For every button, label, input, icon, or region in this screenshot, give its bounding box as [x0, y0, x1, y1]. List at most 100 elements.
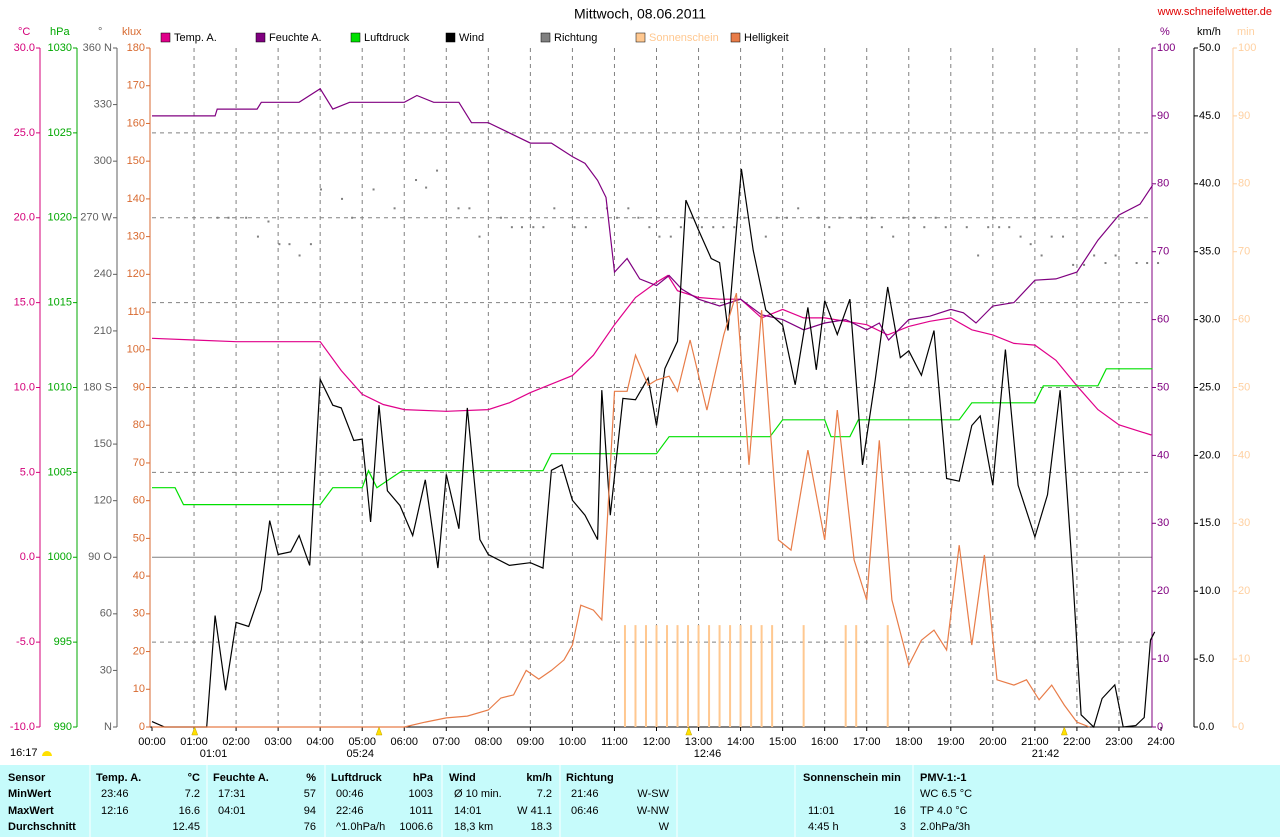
direction-dot	[341, 197, 344, 200]
table-cell: Ø 10 min.	[454, 788, 502, 800]
annotation: 05:24	[346, 748, 374, 760]
direction-dot	[457, 207, 460, 210]
x-tick-label: 11:00	[601, 736, 628, 748]
table-cell: 57	[304, 788, 316, 800]
direction-dot	[553, 207, 556, 210]
direction-dot	[499, 216, 502, 219]
y-tick-label: 300	[94, 155, 112, 167]
sun-icon	[42, 751, 52, 756]
y-tick-label: 10	[1238, 653, 1250, 665]
table-header: Feuchte A.	[213, 772, 269, 784]
time-marker	[685, 726, 693, 736]
y-tick-label: 40	[1157, 449, 1169, 461]
table-header: Luftdruck	[331, 772, 383, 784]
direction-dot	[679, 226, 682, 229]
direction-dot	[615, 216, 618, 219]
axis-label: min	[1237, 26, 1255, 38]
y-tick-label: 80	[133, 419, 145, 431]
table-cell: W 41.1	[517, 805, 552, 817]
axis-label: km/h	[1197, 26, 1221, 38]
direction-dot	[520, 226, 523, 229]
direction-dot	[468, 207, 471, 210]
direction-dot	[1093, 254, 1096, 257]
y-tick-label: 20.0	[1199, 449, 1220, 461]
direction-dot	[880, 226, 883, 229]
direction-dot	[573, 226, 576, 229]
direction-dot	[1146, 262, 1149, 265]
direction-dot	[743, 216, 746, 219]
table-background	[0, 765, 1280, 837]
legend-label: Sonnenschein	[649, 32, 719, 44]
table-row-label: MinWert	[8, 788, 52, 800]
x-tick-label: 00:00	[138, 736, 166, 748]
table-cell: 7.2	[185, 788, 200, 800]
y-tick-label: 90	[1238, 110, 1250, 122]
direction-dot	[700, 226, 703, 229]
x-tick-label: 24:00	[1147, 736, 1175, 748]
y-tick-label: 240	[94, 268, 112, 280]
table-row-label: MaxWert	[8, 805, 54, 817]
y-tick-label: 160	[127, 117, 145, 129]
y-tick-label: 990	[54, 721, 72, 733]
left-note: 16:17	[10, 747, 38, 759]
y-tick-label: N	[104, 721, 112, 733]
table-cell: 04:01	[218, 805, 246, 817]
y-tick-label: 60	[1238, 314, 1250, 326]
x-tick-label: 23:00	[1105, 736, 1133, 748]
table-cell: 76	[304, 821, 316, 833]
direction-dot	[648, 226, 651, 229]
axis-label: °C	[18, 26, 30, 38]
y-tick-label: 130	[127, 231, 145, 243]
y-tick-label: 60	[133, 495, 145, 507]
y-tick-label: 0	[139, 721, 145, 733]
direction-dot	[764, 235, 767, 238]
direction-dot	[227, 216, 230, 219]
x-tick-label: 16:00	[811, 736, 839, 748]
series-line	[152, 293, 1090, 728]
table-cell: 4:45 h	[808, 821, 839, 833]
direction-dot	[944, 226, 947, 229]
x-tick-label: 19:00	[937, 736, 965, 748]
x-tick-label: 03:00	[264, 736, 292, 748]
direction-dot	[393, 207, 396, 210]
y-tick-label: 100	[1157, 42, 1175, 54]
direction-dot	[542, 226, 545, 229]
y-tick-label: 50	[133, 532, 145, 544]
x-tick-label: 05:00	[348, 736, 376, 748]
y-tick-label: 20	[1238, 585, 1250, 597]
y-tick-label: 330	[94, 98, 112, 110]
direction-dot	[838, 216, 841, 219]
legend-label: Luftdruck	[364, 32, 410, 44]
table-cell: 12:16	[101, 805, 129, 817]
x-tick-label: 14:00	[727, 736, 755, 748]
direction-dot	[1072, 263, 1075, 266]
direction-dot	[1040, 254, 1043, 257]
direction-dot	[892, 235, 895, 238]
y-tick-label: 80	[1157, 178, 1169, 190]
y-tick-label: 90 O	[88, 551, 112, 563]
legend-label: Helligkeit	[744, 32, 789, 44]
y-tick-label: 40	[1238, 449, 1250, 461]
table-cell: 14:01	[454, 805, 482, 817]
table-cell: 11:01	[808, 805, 835, 817]
direction-dot	[510, 226, 513, 229]
y-tick-label: 30	[133, 608, 145, 620]
direction-dot	[669, 235, 672, 238]
axis-label: klux	[122, 26, 142, 38]
y-tick-label: 10	[133, 683, 145, 695]
legend-label: Temp. A.	[174, 32, 217, 44]
table-cell: W	[659, 821, 670, 833]
site-url[interactable]: www.schneifelwetter.de	[1157, 6, 1272, 18]
table-cell: 3	[900, 821, 906, 833]
x-tick-label: 20:00	[979, 736, 1007, 748]
direction-dot	[298, 254, 301, 257]
table-header: PMV-1:-1	[920, 772, 966, 784]
y-tick-label: -5.0	[16, 636, 35, 648]
direction-dot	[1083, 263, 1086, 266]
y-tick-label: 0	[1238, 721, 1244, 733]
table-cell: 1006.6	[399, 821, 433, 833]
y-tick-label: 20	[1157, 585, 1169, 597]
table-header: Sonnenschein min	[803, 772, 901, 784]
y-tick-label: 1010	[48, 381, 72, 393]
